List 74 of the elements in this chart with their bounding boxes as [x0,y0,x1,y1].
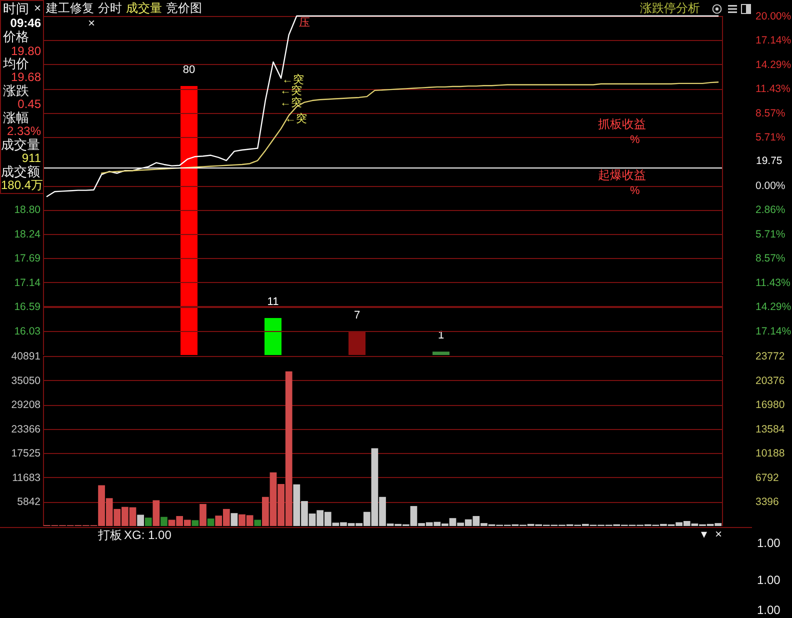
y-tick-label: 35050 [11,374,41,387]
y2-tick-label: 8.57% [756,107,786,120]
bar [137,514,144,526]
data-label: 7 [354,309,360,322]
y2-tick-label: 16980 [756,399,785,412]
y-tick-label: 18.80 [14,204,41,216]
bar [144,518,152,526]
y-tick-label: 11683 [12,472,41,484]
y2-tick-label: 10188 [756,448,785,460]
y-tick-label: 5842 [17,496,41,508]
annotation: ←突 [282,74,304,86]
text: 建工修复 [46,1,94,15]
y-tick-label: 16.59 [14,300,41,313]
text: 涨跌停分析 [640,1,700,15]
text: 1.00 [757,573,780,587]
text: ▾ [701,527,708,541]
annotation: 抓板收益 [598,117,646,131]
y2-tick-label: 8.57% [756,252,786,265]
text: 分时 [98,1,122,15]
annotation: × [88,16,96,30]
y2-tick-label: 17.14% [756,325,792,338]
line-series [46,15,719,198]
text: × [715,527,722,541]
data-label: 11 [267,296,279,308]
y2-tick-label: 20376 [756,374,785,387]
y-tick-label: 23366 [11,423,41,436]
y-tick-label: 29208 [11,399,41,412]
bar [230,513,238,526]
bar [432,352,450,355]
text: XG: 1.00 [124,528,172,542]
y2-tick-label: 3396 [756,496,780,508]
bar [180,86,198,355]
y2-tick-label: 2.86% [756,204,786,216]
bar [192,520,199,526]
annotation: % [630,185,640,198]
annotation: ←突 [280,97,302,110]
bar [160,516,168,526]
y2-tick-label: 14.29% [756,58,792,71]
y-tick-label: 17.69 [14,252,41,265]
text: 竞价图 [166,1,202,15]
bar [152,500,160,526]
y2-tick-label: 6792 [756,472,780,484]
y2-tick-label: 17.14% [756,34,792,47]
y2-tick-label: 13584 [756,423,785,436]
y-tick-label: 17525 [11,448,41,460]
y2-tick-label: 14.29% [756,301,792,314]
y-tick-label: 18.24 [14,228,41,241]
y2-tick-label: 23772 [756,350,785,362]
y-tick-label: 17.14 [14,276,41,289]
annotation: 压 [299,17,310,30]
text: 1.00 [757,536,780,550]
annotation: % [630,134,640,147]
bar [200,504,206,526]
text: 1.00 [757,603,780,617]
bar [207,518,214,526]
text: 打板 [98,528,122,542]
y-tick-label: 16.03 [14,325,41,338]
y2-tick-label: 5.71% [756,132,786,144]
ref-line-label: 19.75 [756,154,782,167]
y2-tick-label: 11.43% [756,83,790,96]
annotation: ←突 [280,85,302,97]
y2-tick-label: 20.00% [756,10,792,22]
bar [348,331,366,355]
y-tick-label: 40891 [11,350,41,362]
y2-tick-label: 5.71% [756,228,786,240]
text: 成交量 [126,1,162,15]
y2-tick-label: 11.43% [756,276,790,289]
bar [254,520,262,526]
y2-tick-label: 0.00% [756,180,786,192]
bar [264,318,282,355]
info-card: 时间 × 09:46 价格 19.80 均价 19.68 涨跌 0.45 涨幅 2.33% 成交量 911 成交额 180.4万 [0,0,44,194]
annotation: 起爆收益 [598,168,646,182]
data-label: 80 [182,64,196,76]
annotation: ←突 [285,113,307,126]
